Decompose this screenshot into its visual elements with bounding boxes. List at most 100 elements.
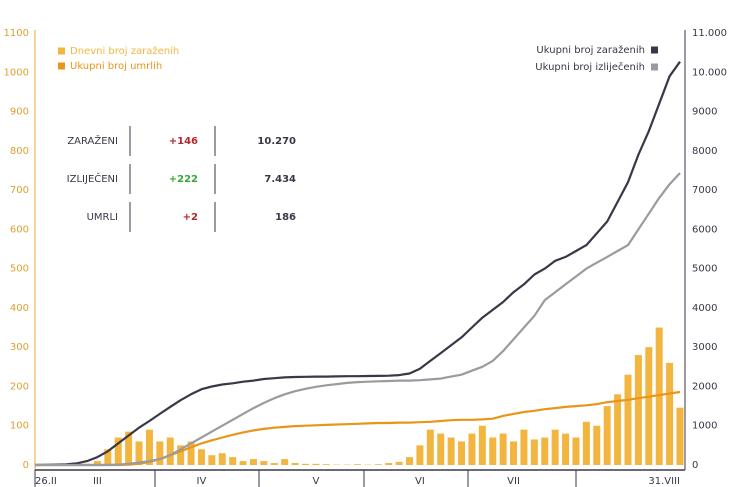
- bar: [145, 429, 153, 465]
- bar: [676, 407, 684, 465]
- bar: [520, 429, 528, 465]
- bar: [301, 463, 309, 465]
- y2-tick-label: 3000: [692, 342, 717, 353]
- x-tick-label: IV: [197, 476, 207, 487]
- y2-tick-label: 4000: [692, 303, 717, 314]
- legend-swatch: [651, 46, 658, 54]
- bar: [395, 461, 403, 465]
- y-tick-label: 100: [10, 421, 29, 432]
- bar: [634, 355, 642, 465]
- y-tick-label: 500: [10, 264, 29, 275]
- bar: [114, 437, 122, 465]
- bar: [468, 433, 476, 465]
- bar: [229, 457, 237, 465]
- bar: [291, 463, 299, 465]
- legend-swatch: [58, 62, 65, 70]
- y-tick-label: 700: [10, 185, 29, 196]
- legend-label: Ukupni broj izliječenih: [535, 61, 645, 73]
- bar: [541, 437, 549, 465]
- bar: [447, 437, 455, 465]
- y2-tick-label: 8000: [692, 146, 717, 157]
- bar: [374, 464, 382, 465]
- bar: [655, 327, 663, 465]
- y2-tick-label: 7000: [692, 185, 717, 196]
- bar: [135, 441, 143, 465]
- legend-label: Ukupni broj zaraženih: [536, 44, 645, 56]
- bar: [562, 433, 570, 465]
- y-tick-label: 400: [10, 303, 29, 314]
- x-tick-label: VI: [415, 476, 425, 487]
- y2-tick-label: 6000: [692, 224, 717, 235]
- y2-tick-label: 5000: [692, 264, 717, 275]
- y2-tick-label: 2000: [692, 381, 717, 392]
- y-tick-label: 1000: [4, 67, 29, 78]
- bar: [489, 437, 497, 465]
- bar: [499, 433, 507, 465]
- bar: [416, 445, 424, 465]
- stat-change: +222: [169, 174, 198, 185]
- stat-total: 186: [275, 212, 296, 223]
- bar: [458, 441, 466, 465]
- legend-label: Ukupni broj umrlih: [70, 61, 162, 72]
- x-tick-label: 26.II: [35, 476, 57, 487]
- line: [34, 61, 681, 467]
- bar: [385, 463, 393, 465]
- bar: [582, 421, 590, 465]
- legend-swatch: [651, 63, 658, 71]
- y2-tick-label: 9000: [692, 107, 717, 118]
- y2-tick-label: 10.000: [692, 67, 727, 78]
- bar: [603, 406, 611, 465]
- y-tick-label: 0: [23, 460, 29, 471]
- bar: [572, 437, 580, 465]
- y2-tick-label: 0: [692, 460, 698, 471]
- bar: [510, 441, 518, 465]
- bar: [249, 459, 257, 465]
- bar: [197, 449, 205, 465]
- stat-change: +2: [183, 212, 198, 223]
- bar: [478, 425, 486, 465]
- bar: [614, 394, 622, 465]
- bar: [93, 461, 101, 465]
- bar: [218, 453, 226, 465]
- bar: [270, 463, 278, 465]
- bar: [645, 347, 653, 465]
- bar: [624, 374, 632, 465]
- bar: [239, 461, 247, 465]
- bar: [125, 431, 133, 465]
- x-tick-label: 31.VIII: [648, 476, 680, 487]
- bar: [156, 441, 164, 465]
- bar: [437, 433, 445, 465]
- bar: [354, 464, 361, 465]
- x-tick-label: III: [93, 476, 102, 487]
- y2-tick-label: 1000: [692, 421, 717, 432]
- y-tick-label: 200: [10, 381, 29, 392]
- bar: [551, 429, 559, 465]
- bar: [312, 463, 320, 465]
- stat-label: UMRLI: [87, 212, 118, 223]
- legend-label: Dnevni broj zaraženih: [70, 45, 179, 57]
- stat-total: 7.434: [264, 174, 296, 185]
- bar: [208, 455, 216, 465]
- bar: [260, 461, 268, 465]
- bar: [322, 464, 330, 465]
- y-tick-label: 800: [10, 146, 29, 157]
- bar: [406, 457, 414, 465]
- line: [35, 172, 681, 467]
- stat-label: ZARAŽENI: [67, 134, 118, 147]
- bar: [166, 437, 174, 465]
- y-tick-label: 600: [10, 224, 29, 235]
- bar: [426, 429, 434, 465]
- bar: [281, 459, 289, 465]
- y-tick-label: 900: [10, 107, 29, 118]
- legend-swatch: [58, 47, 65, 55]
- bar: [104, 449, 112, 465]
- stat-total: 10.270: [257, 136, 296, 147]
- x-tick-label: VII: [507, 476, 520, 487]
- y2-tick-label: 11.000: [692, 28, 727, 39]
- y-tick-label: 300: [10, 342, 29, 353]
- stat-change: +146: [169, 136, 198, 147]
- bar: [530, 439, 538, 465]
- bar: [666, 362, 674, 465]
- stat-label: IZLIJEČENI: [67, 172, 118, 185]
